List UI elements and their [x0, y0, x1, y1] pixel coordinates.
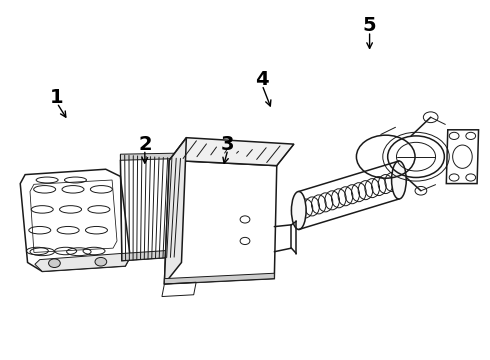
Text: 3: 3 [221, 135, 235, 154]
Text: 5: 5 [363, 16, 376, 35]
Polygon shape [121, 153, 180, 160]
Polygon shape [169, 138, 294, 166]
Text: 2: 2 [138, 135, 151, 154]
Circle shape [95, 257, 107, 266]
Text: 4: 4 [255, 70, 269, 89]
Ellipse shape [392, 161, 406, 199]
Circle shape [49, 259, 60, 267]
Polygon shape [164, 273, 274, 284]
Text: 1: 1 [50, 88, 64, 107]
Polygon shape [122, 250, 175, 261]
Polygon shape [35, 253, 130, 271]
Polygon shape [164, 138, 186, 284]
Ellipse shape [292, 192, 306, 229]
